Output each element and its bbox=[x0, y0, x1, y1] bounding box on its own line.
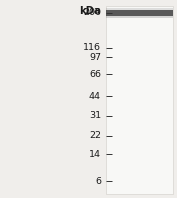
Text: 14: 14 bbox=[89, 150, 101, 159]
Bar bbox=[106, 10, 173, 16]
Text: kDa: kDa bbox=[79, 6, 101, 16]
Text: 66: 66 bbox=[89, 70, 101, 79]
Text: 44: 44 bbox=[89, 91, 101, 101]
Text: 97: 97 bbox=[89, 53, 101, 62]
Bar bbox=[106, 9, 173, 10]
Bar bbox=[106, 6, 173, 194]
Text: 31: 31 bbox=[89, 111, 101, 120]
Text: 22: 22 bbox=[89, 131, 101, 140]
Text: 6: 6 bbox=[95, 177, 101, 186]
Text: 116: 116 bbox=[83, 43, 101, 52]
Bar bbox=[106, 16, 173, 18]
Text: 200: 200 bbox=[83, 8, 101, 17]
